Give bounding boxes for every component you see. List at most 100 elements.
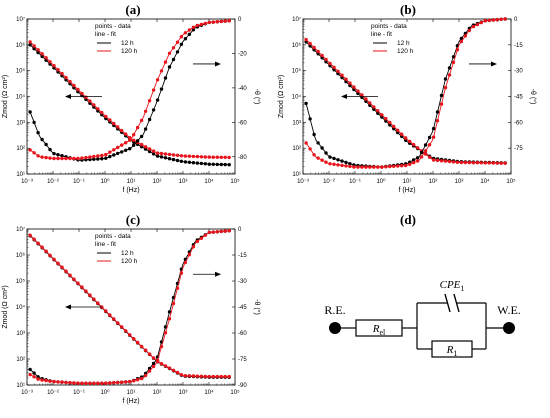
data-point: [211, 374, 215, 379]
data-point: [120, 380, 124, 384]
data-point: [100, 110, 104, 115]
data-point: [44, 155, 48, 160]
data-point: [44, 56, 48, 60]
data-point: [151, 149, 156, 153]
data-point: [336, 158, 340, 162]
data-point: [427, 135, 432, 140]
data-point: [471, 161, 476, 165]
data-point: [340, 73, 344, 77]
data-point: [88, 293, 92, 297]
fit-line-12h-left: [29, 44, 230, 166]
data-point: [479, 20, 483, 25]
y-left-tick-label: 10²: [16, 357, 25, 363]
data-point: [356, 165, 360, 169]
data-point: [423, 149, 428, 153]
data-point: [455, 48, 460, 52]
data-point: [139, 118, 144, 123]
data-point: [372, 107, 376, 112]
data-point: [336, 163, 340, 167]
x-tick-label: 10³: [455, 179, 464, 185]
y-left-tick-label: 10⁶: [16, 252, 26, 259]
data-point: [503, 161, 507, 165]
panel-label-b: (b): [400, 2, 416, 17]
data-point: [223, 162, 227, 167]
y-right-tick-label: -15: [514, 43, 523, 49]
data-point: [400, 164, 404, 168]
y-left-tick-label: 10⁷: [16, 226, 25, 233]
data-point: [171, 301, 176, 306]
data-point: [32, 151, 36, 155]
data-point: [191, 245, 196, 249]
data-point: [96, 381, 100, 385]
data-point: [223, 19, 227, 23]
data-point: [304, 141, 308, 145]
data-point: [159, 151, 164, 156]
data-point: [135, 378, 140, 382]
data-point: [28, 372, 32, 377]
resistor-1-label: R1: [446, 344, 458, 358]
data-point: [32, 47, 36, 51]
data-point: [495, 161, 499, 165]
x-tick-label: 10⁰: [376, 178, 386, 185]
data-point: [316, 156, 320, 160]
data-point: [439, 102, 444, 106]
data-point: [143, 373, 148, 378]
y-right-tick-label: -30: [514, 69, 523, 75]
y-right-tick-label: -15: [238, 253, 247, 259]
data-point: [503, 17, 507, 21]
data-point: [92, 154, 96, 159]
legend-entry-label: 12 h: [121, 250, 134, 257]
data-point: [36, 154, 40, 158]
data-point: [324, 60, 328, 64]
data-point: [76, 156, 80, 161]
data-point: [203, 21, 207, 26]
data-point: [419, 150, 424, 155]
data-point: [364, 165, 368, 169]
data-point: [463, 34, 468, 38]
legend-text-points: points - data: [95, 233, 131, 240]
data-point: [356, 89, 360, 93]
data-point: [227, 155, 231, 160]
data-point: [376, 109, 380, 113]
data-point: [40, 155, 44, 159]
data-point: [348, 162, 352, 166]
data-point: [32, 237, 36, 241]
data-point: [304, 37, 308, 42]
data-point: [491, 18, 495, 22]
legend-entry-label: 120 h: [397, 48, 414, 55]
cpe-label: CPE1: [440, 279, 465, 293]
data-point: [207, 162, 211, 166]
data-point: [207, 20, 211, 25]
data-point: [163, 325, 168, 329]
data-point: [360, 165, 364, 169]
data-point: [187, 154, 192, 158]
data-point: [195, 23, 200, 28]
y-left-tick-label: 10⁵: [292, 68, 302, 75]
data-point: [171, 46, 176, 50]
data-point: [479, 161, 483, 165]
data-point: [175, 286, 180, 290]
data-point: [139, 142, 144, 147]
chart-panel-c: 10⁻³ 10⁻² 10⁻¹ 10⁰ 10¹ 10² 10³ 10⁴ 10⁵ f (Hz) 10¹ 1…: [2, 226, 261, 405]
data-point: [199, 22, 204, 27]
data-point: [439, 159, 444, 163]
data-point: [451, 55, 456, 59]
data-point: [372, 105, 376, 109]
data-point: [151, 88, 156, 92]
data-point: [135, 125, 140, 130]
data-point: [56, 380, 60, 384]
data-point: [344, 79, 348, 84]
data-point: [187, 160, 192, 164]
arrow-left-head: [65, 94, 71, 99]
data-point: [483, 19, 487, 23]
legend-entry-label: 120 h: [121, 258, 138, 265]
data-point: [76, 87, 80, 92]
data-point: [308, 117, 312, 121]
working-electrode-terminal: [503, 322, 515, 334]
data-point: [56, 156, 60, 161]
data-point: [64, 269, 68, 273]
y-right-tick-label: 0: [238, 227, 242, 233]
data-point: [48, 253, 52, 257]
data-point: [199, 374, 204, 378]
data-point: [163, 152, 168, 156]
